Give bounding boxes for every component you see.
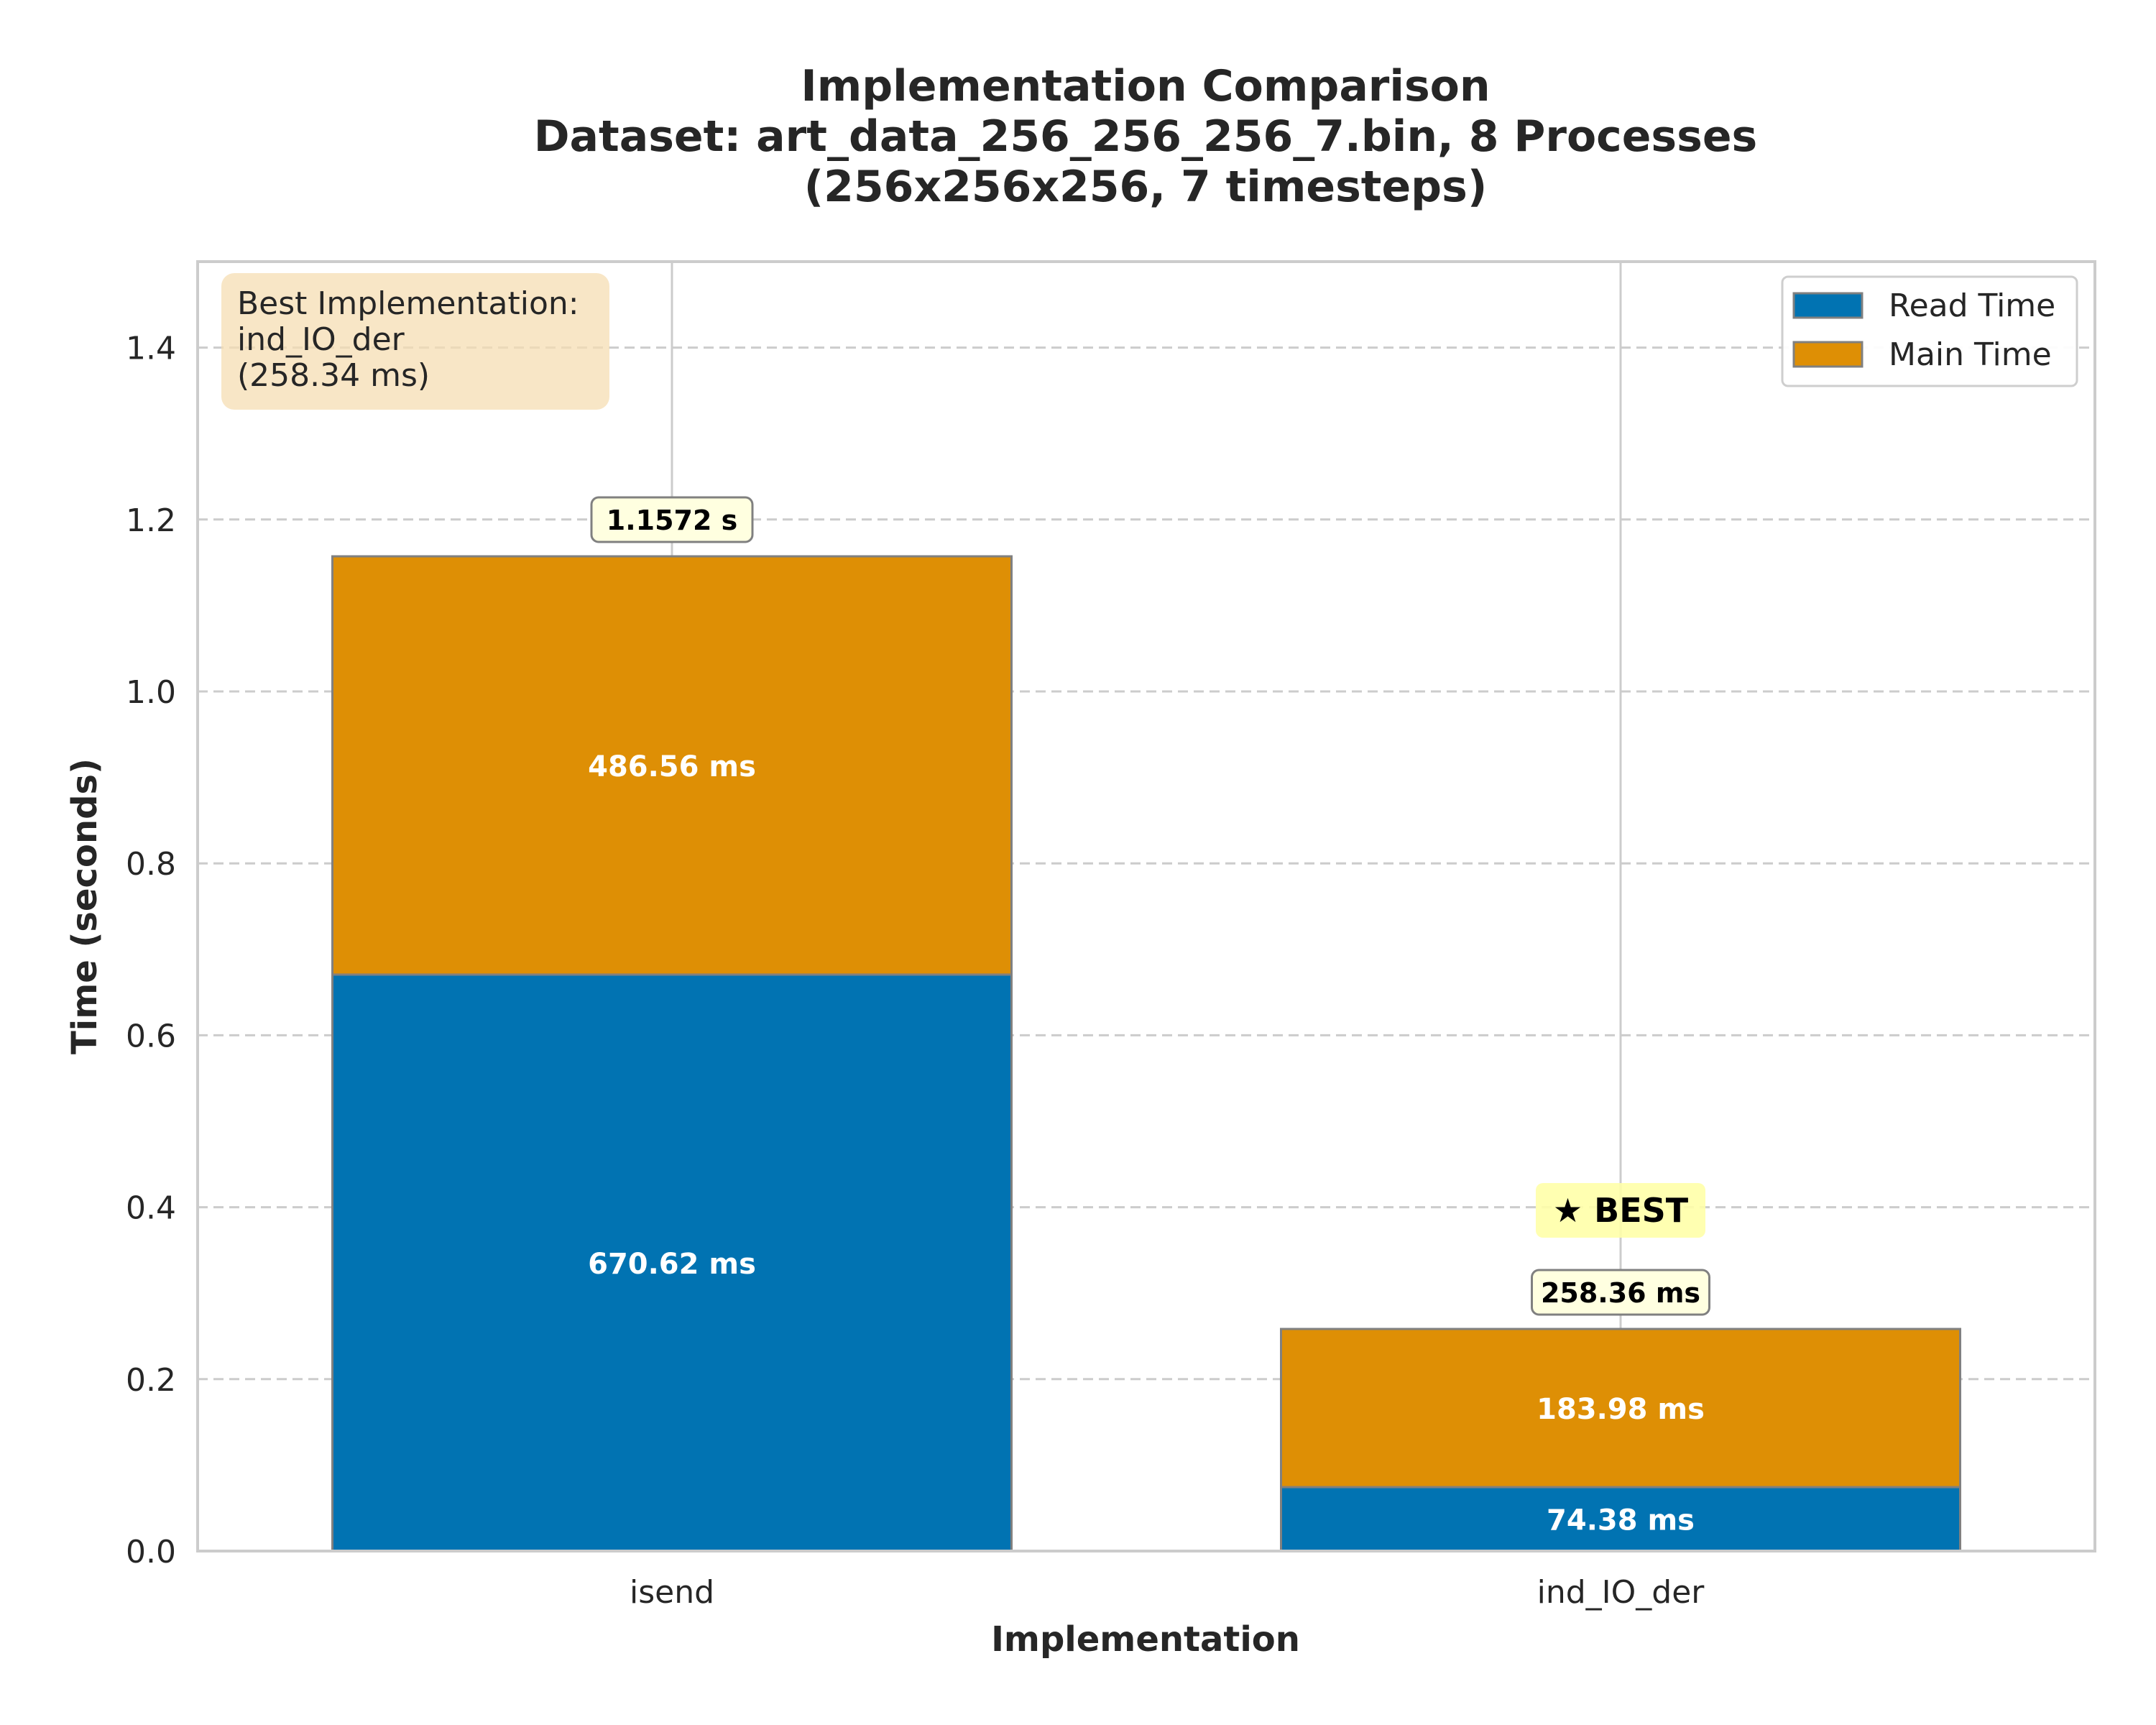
- total-value-label: 1.1572 s: [607, 505, 738, 536]
- bar-segment-main: [1280, 1328, 1961, 1489]
- legend: Read Time Main Time: [1781, 275, 2078, 387]
- info-box-line-2: ind_IO_der: [237, 321, 405, 358]
- legend-swatch-main: [1792, 341, 1864, 368]
- segment-value-label: 183.98 ms: [1537, 1393, 1705, 1426]
- info-box-line-1: Best Implementation:: [237, 285, 579, 322]
- y-tick-label: 1.0: [126, 674, 176, 711]
- legend-label-main: Main Time: [1889, 336, 2052, 373]
- info-box-line-3: (258.34 ms): [237, 357, 430, 394]
- y-tick-label: 0.4: [126, 1190, 176, 1227]
- segment-value-label: 74.38 ms: [1547, 1504, 1695, 1537]
- y-tick-label: 0.6: [126, 1018, 176, 1054]
- y-tick-label: 1.4: [126, 331, 176, 367]
- x-tick-label: ind_IO_der: [1537, 1574, 1705, 1611]
- x-axis-label: Implementation: [991, 1619, 1300, 1660]
- bar-segment-main: [331, 555, 1013, 976]
- plot-frame: [196, 260, 2096, 1552]
- bar-segment-read: [331, 973, 1013, 1552]
- legend-label-read: Read Time: [1889, 288, 2055, 324]
- x-tick-label: isend: [630, 1574, 714, 1611]
- title-line-1: Implementation Comparison: [801, 61, 1490, 111]
- title-line-2: Dataset: art_data_256_256_256_7.bin, 8 P…: [534, 111, 1758, 162]
- segment-value-label: 486.56 ms: [588, 750, 756, 783]
- best-marker-box: [1536, 1183, 1705, 1238]
- x-axis: isend ind_IO_der: [630, 1574, 1705, 1611]
- total-value-label: 258.36 ms: [1541, 1277, 1700, 1309]
- y-tick-label: 1.2: [126, 502, 176, 539]
- y-axis: 0.0 0.2 0.4 0.6 0.8 1.0 1.2 1.4: [126, 331, 176, 1570]
- best-marker-label: ★ BEST: [1553, 1191, 1689, 1230]
- info-box: Best Implementation: ind_IO_der (258.34 …: [221, 273, 609, 410]
- y-tick-label: 0.2: [126, 1362, 176, 1399]
- info-box-background: [221, 273, 609, 410]
- bars: 670.62 ms 486.56 ms 1.1572 s 74.38 ms 183.98…: [331, 496, 1961, 1552]
- y-tick-label: 0.0: [126, 1534, 176, 1570]
- y-axis-label: Time (seconds): [65, 758, 105, 1054]
- legend-swatch-read: [1792, 292, 1864, 319]
- total-label-box: [1531, 1269, 1710, 1316]
- total-label-box: [590, 496, 754, 543]
- title-line-3: (256x256x256, 7 timesteps): [804, 162, 1488, 212]
- segment-value-label: 670.62 ms: [588, 1248, 756, 1281]
- y-tick-label: 0.8: [126, 846, 176, 883]
- chart-title: Implementation Comparison Dataset: art_d…: [534, 61, 1758, 212]
